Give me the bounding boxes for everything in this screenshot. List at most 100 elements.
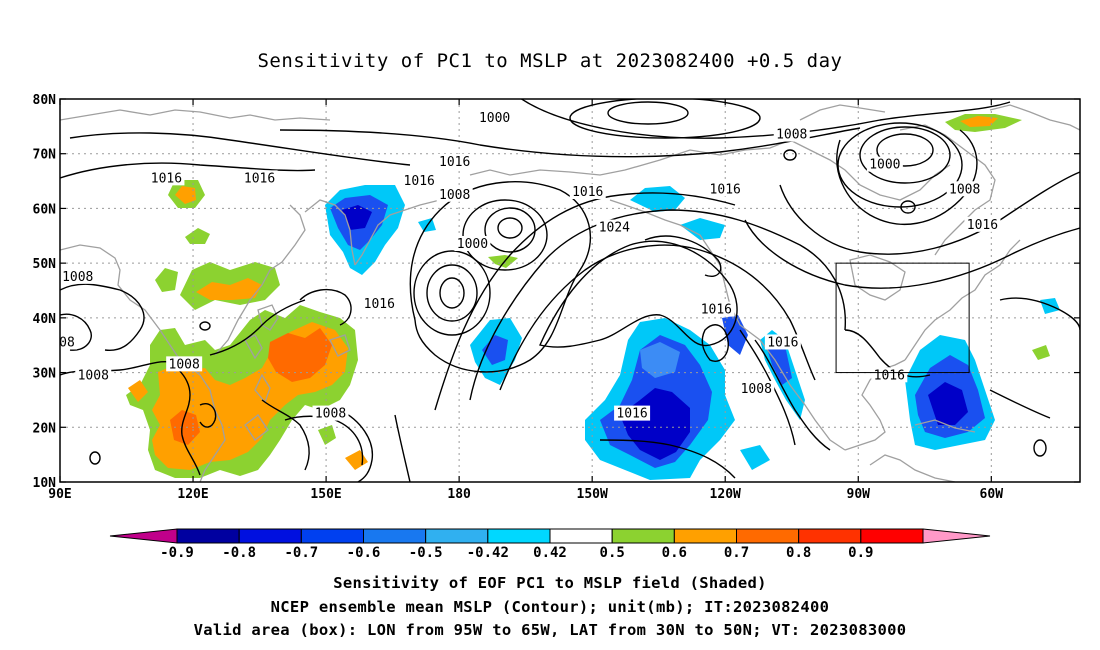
isobar <box>199 321 211 331</box>
contour-label-bg <box>60 268 96 284</box>
contour-label-bg <box>964 216 1001 232</box>
isobar <box>900 200 916 214</box>
isobar <box>999 297 1080 331</box>
positive-region <box>170 410 200 445</box>
isobar <box>844 329 931 378</box>
negative-region <box>680 218 725 240</box>
contour-label-bg <box>773 126 810 142</box>
isobar <box>876 133 934 167</box>
contour-label-bg <box>946 181 983 197</box>
colorbar-swatch <box>176 528 240 544</box>
caption-shading: Sensitivity of EOF PC1 to MSLP field (Sh… <box>333 574 767 592</box>
contour-label: 1024 <box>599 221 630 236</box>
contour-label-bg <box>738 380 775 396</box>
contour-label-bg <box>596 219 633 235</box>
colorbar-swatch <box>860 528 924 544</box>
isobar <box>199 403 217 428</box>
colorbar-swatch <box>300 528 365 544</box>
contour-label-bg <box>361 296 398 312</box>
isobar <box>520 99 1011 139</box>
contour-label: 1016 <box>767 335 798 350</box>
negative-region <box>740 445 770 470</box>
contour-label-bg <box>148 170 185 186</box>
contour-label: 1008 <box>62 270 93 285</box>
contour-label-bg <box>60 334 78 350</box>
isobar <box>469 209 847 401</box>
positive-region <box>185 228 210 244</box>
isobar <box>462 199 548 271</box>
contour-label: 1016 <box>364 297 395 312</box>
colorbar-label: -0.7 <box>284 545 318 561</box>
contour-label-bg <box>698 301 735 317</box>
positive-region <box>268 328 332 382</box>
isobar <box>439 277 465 309</box>
contour-label-bg <box>614 405 651 421</box>
isobar <box>299 288 352 326</box>
coastline <box>914 419 976 433</box>
isobar <box>60 313 92 351</box>
isobar <box>739 329 796 446</box>
contour-label-bg <box>75 367 112 383</box>
lat-label: 40N <box>33 312 57 327</box>
colorbar-label: -0.8 <box>222 545 256 561</box>
colorbar-label: 0.5 <box>600 545 625 561</box>
colorbar-swatch <box>611 528 675 544</box>
contour-label-bg <box>436 153 473 169</box>
caption-contour: NCEP ensemble mean MSLP (Contour); unit(… <box>270 598 830 616</box>
isobar <box>569 99 761 139</box>
positive-region <box>196 278 262 300</box>
colorbar-swatch <box>798 528 862 544</box>
contour-label-bg <box>476 110 513 126</box>
contour-label: 1008 <box>741 382 772 397</box>
negative-region <box>766 338 792 385</box>
contour-label-bg <box>866 156 903 172</box>
isobar <box>394 414 411 482</box>
map-frame <box>59 98 1081 483</box>
negative-region <box>342 205 372 230</box>
colorbar-label: -0.9 <box>160 545 194 561</box>
coastline <box>869 454 956 482</box>
positive-region <box>960 116 998 127</box>
chart-title: Sensitivity of PC1 to MSLP at 2023082400… <box>257 50 843 72</box>
colorbar-label: 0.42 <box>533 545 567 561</box>
positive-region <box>318 425 336 445</box>
coastline <box>244 414 269 441</box>
coastline <box>304 199 356 266</box>
axis-ticks <box>59 98 1080 483</box>
positive-region <box>1032 345 1050 360</box>
contour-label: 1008 <box>169 357 200 372</box>
isobar <box>836 129 978 226</box>
contour-label: 1016 <box>151 171 182 186</box>
colorbar-swatch <box>549 528 613 544</box>
isobar <box>426 264 478 322</box>
lon-label: 120E <box>177 487 208 502</box>
contour-label-bg <box>241 170 278 186</box>
isobar <box>169 361 201 476</box>
isobar <box>497 217 523 239</box>
colorbar-swatch <box>487 528 551 544</box>
isobar <box>60 283 145 352</box>
lat-label: 60N <box>33 202 57 217</box>
isobar <box>754 339 831 451</box>
negative-region <box>928 382 968 425</box>
isobar <box>1033 439 1047 457</box>
isobar <box>339 409 374 482</box>
contour-label: 1000 <box>869 158 900 173</box>
latitude-labels: 80N 70N 60N 50N 40N 30N 20N 10N <box>33 93 57 491</box>
isobar <box>413 250 491 336</box>
colorbar-swatch <box>363 528 427 544</box>
colorbar-label: 0.9 <box>848 545 873 561</box>
isobar <box>279 127 861 158</box>
colorbar-label: -0.6 <box>347 545 381 561</box>
isobar <box>837 122 963 208</box>
isobar <box>779 171 1080 255</box>
colorbar-label: 0.6 <box>662 545 687 561</box>
contour-label-bg <box>569 184 606 200</box>
colorbar-swatch <box>736 528 800 544</box>
coastline <box>799 104 886 121</box>
isobar <box>484 207 536 253</box>
longitude-labels: 90E 120E 150E 180 150W 120W 90W 60W <box>48 487 1003 502</box>
lat-label: 20N <box>33 421 57 436</box>
isobar <box>69 132 411 166</box>
isobar <box>607 101 689 125</box>
